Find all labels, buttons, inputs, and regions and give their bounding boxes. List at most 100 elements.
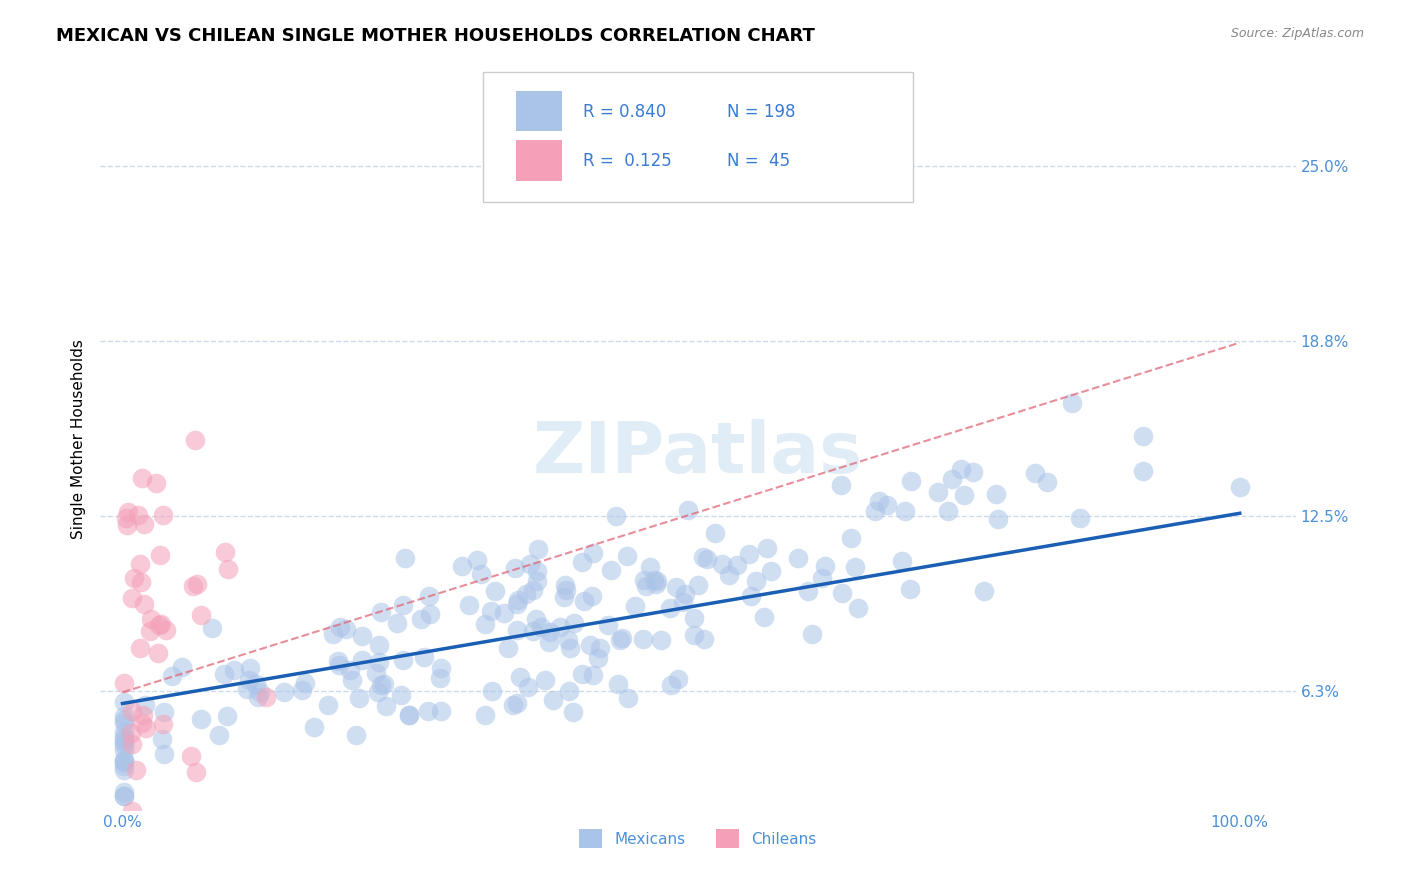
Point	[112, 739, 135, 753]
Text: Source: ZipAtlas.com: Source: ZipAtlas.com	[1230, 27, 1364, 40]
Point	[152, 717, 174, 731]
Point	[129, 574, 152, 589]
Point	[291, 682, 314, 697]
Point	[112, 763, 135, 777]
Point	[505, 696, 527, 710]
Point	[419, 607, 441, 621]
Point	[328, 654, 350, 668]
Point	[617, 691, 640, 706]
Text: N = 198: N = 198	[727, 103, 794, 120]
Point	[582, 667, 605, 681]
Point	[135, 722, 157, 736]
Point	[112, 713, 135, 727]
Point	[389, 688, 412, 702]
Point	[616, 549, 638, 564]
Point	[759, 564, 782, 578]
Point	[725, 558, 748, 573]
Point	[683, 611, 706, 625]
Point	[527, 542, 550, 557]
Point	[132, 597, 155, 611]
Point	[814, 558, 837, 573]
Point	[686, 578, 709, 592]
Point	[152, 508, 174, 522]
Point	[526, 574, 548, 589]
Point	[180, 748, 202, 763]
Point	[212, 667, 235, 681]
Point	[302, 720, 325, 734]
Point	[112, 758, 135, 772]
Point	[645, 574, 668, 588]
Point	[273, 684, 295, 698]
FancyBboxPatch shape	[516, 140, 561, 181]
Point	[112, 789, 135, 803]
Point	[538, 625, 561, 640]
Point	[385, 616, 408, 631]
Point	[239, 661, 262, 675]
Point	[1132, 429, 1154, 443]
Point	[121, 591, 143, 605]
Point	[186, 765, 208, 780]
Point	[117, 830, 139, 845]
Point	[984, 487, 1007, 501]
Text: MEXICAN VS CHILEAN SINGLE MOTHER HOUSEHOLDS CORRELATION CHART: MEXICAN VS CHILEAN SINGLE MOTHER HOUSEHO…	[56, 27, 815, 45]
Point	[160, 669, 183, 683]
Point	[474, 707, 496, 722]
Point	[145, 476, 167, 491]
Point	[129, 641, 152, 656]
Point	[562, 705, 585, 719]
Point	[503, 561, 526, 575]
Point	[112, 753, 135, 767]
Point	[364, 665, 387, 680]
Point	[522, 582, 544, 597]
Point	[633, 573, 655, 587]
Point	[553, 590, 575, 604]
Point	[962, 466, 984, 480]
Point	[868, 493, 890, 508]
Point	[949, 461, 972, 475]
Point	[335, 622, 357, 636]
Point	[519, 557, 541, 571]
Point	[429, 671, 451, 685]
Point	[1132, 465, 1154, 479]
Point	[517, 680, 540, 694]
Point	[718, 568, 741, 582]
Point	[450, 558, 472, 573]
Point	[470, 567, 492, 582]
Point	[846, 601, 869, 615]
Point	[811, 571, 834, 585]
Y-axis label: Single Mother Households: Single Mother Households	[72, 339, 86, 539]
Point	[554, 582, 576, 597]
Point	[557, 633, 579, 648]
Point	[890, 554, 912, 568]
Point	[150, 731, 173, 746]
Point	[344, 728, 367, 742]
Point	[534, 673, 557, 688]
Point	[141, 830, 163, 845]
Point	[876, 499, 898, 513]
Point	[752, 609, 775, 624]
Point	[153, 747, 176, 761]
Point	[328, 657, 350, 672]
Point	[538, 634, 561, 648]
Point	[1229, 480, 1251, 494]
Point	[638, 560, 661, 574]
Point	[141, 830, 163, 845]
Point	[558, 683, 581, 698]
Point	[112, 676, 135, 690]
Point	[610, 631, 633, 645]
Point	[207, 727, 229, 741]
Point	[481, 683, 503, 698]
Point	[190, 607, 212, 622]
Point	[115, 518, 138, 533]
Point	[710, 558, 733, 572]
Point	[238, 673, 260, 688]
Point	[927, 484, 949, 499]
Point	[153, 705, 176, 719]
Point	[322, 626, 344, 640]
Point	[156, 830, 179, 845]
Point	[112, 724, 135, 739]
Point	[375, 699, 398, 714]
Point	[522, 624, 544, 638]
Point	[112, 785, 135, 799]
Text: R = 0.840: R = 0.840	[583, 103, 666, 120]
